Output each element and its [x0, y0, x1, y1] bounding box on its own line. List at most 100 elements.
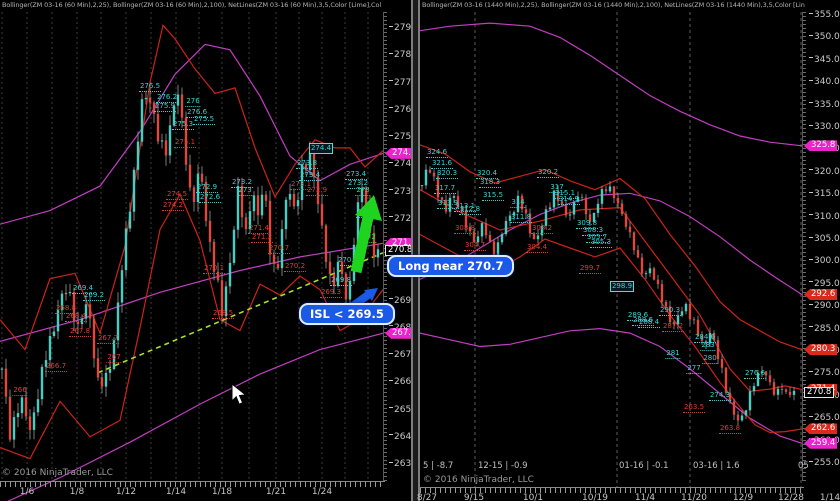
chart-panel-60min[interactable]: Bollinger(ZM 03-16 (60 Min),2,25), Bolli…: [0, 0, 420, 501]
swing-price-label: 309.8: [575, 219, 599, 229]
chart-panel-1440min[interactable]: Bollinger(ZM 03-16 (1440 Min),2,25), Bol…: [417, 0, 840, 501]
contract-roll-marker: 12-15 | -0.9: [478, 461, 528, 471]
chart-title-60min: Bollinger(ZM 03-16 (60 Min),2,25), Bolli…: [2, 1, 382, 9]
swing-price-label: 269.8: [329, 276, 353, 286]
x-axis-date-label: 10/19: [582, 493, 608, 501]
contract-roll-marker: 01-16 | -0.1: [619, 461, 669, 471]
swing-price-label: 313.1: [453, 202, 477, 212]
y-axis-tick-label: 315.0: [809, 189, 840, 199]
swing-price-label: 271.2: [250, 233, 274, 243]
x-axis-date-label: 1/14: [819, 493, 840, 501]
swing-price-label: 272.6: [198, 193, 222, 203]
y-axis-tick-label: 272.0: [389, 214, 420, 224]
indicator-price-tag: 262.6: [804, 423, 838, 435]
swing-price-label: 272.8: [355, 208, 379, 218]
x-axis-date-label: 10/1: [522, 493, 544, 501]
x-axis-date-label: 1/6: [19, 487, 35, 497]
y-axis-tick-label: 330.0: [809, 122, 840, 132]
swing-price-label: 268.4: [64, 312, 88, 322]
y-axis-tick-label: 265.0: [809, 413, 840, 423]
swing-price-label: 271.4: [247, 224, 271, 234]
swing-price-label: 321.6: [430, 159, 454, 169]
x-axis-date-label: 1/14: [165, 487, 187, 497]
price-axis-60min[interactable]: 279.0 278.0 277.0 276.0 275.0 274.0 273.0 272.0…: [383, 0, 420, 501]
x-axis-date-label: 1/12: [115, 487, 137, 497]
x-axis-minor-ticks: [420, 488, 804, 493]
swing-price-label: 273.4: [298, 171, 322, 181]
swing-price-label: 267.8: [68, 327, 92, 337]
swing-price-label: 308.8: [453, 224, 477, 234]
y-axis-tick-label: 277.0: [389, 78, 420, 88]
y-axis-tick-label: 285.0: [809, 324, 840, 334]
y-axis-tick-label: 310.0: [809, 212, 840, 222]
price-plot-area-60min[interactable]: [0, 0, 412, 501]
x-axis-date-label: 1/21: [265, 487, 287, 497]
contract-roll-marker: 03-16 | 1.6: [693, 461, 740, 471]
swing-price-label: 267.7: [96, 334, 120, 344]
panel-splitter[interactable]: [411, 0, 420, 501]
swing-price-label: 273.4: [344, 170, 368, 180]
long-entry-note[interactable]: Long near 270.7: [387, 255, 515, 277]
swing-price-label: 288.6: [631, 316, 655, 326]
indicator-price-tag: 280.3: [804, 344, 838, 356]
swing-price-label: 273: [355, 186, 371, 196]
swing-price-label: 280: [702, 354, 718, 364]
swing-price-label: 276: [185, 97, 201, 107]
x-axis-date-label: 1/24: [311, 487, 333, 497]
swing-price-label: 314: [510, 198, 526, 208]
swing-price-label: 289.6: [626, 311, 650, 321]
swing-price-label: 299.7: [578, 264, 602, 274]
y-axis-tick-label: 266.0: [389, 377, 420, 387]
swing-price-label: 276.5: [138, 82, 162, 92]
x-axis-date-label: 12/9: [732, 493, 754, 501]
swing-price-label: 290.3: [658, 306, 682, 316]
swing-price-label: 270.3: [336, 256, 360, 266]
swing-price-label: 274.2: [161, 201, 185, 211]
swing-price-label: 269.2: [82, 291, 106, 301]
last-price-tag: 270.8: [804, 386, 835, 398]
y-axis-tick-label: 300.0: [809, 256, 840, 266]
swing-price-label: 274.5: [165, 190, 189, 200]
y-axis-tick-label: 269.0: [389, 296, 420, 306]
swing-price-label: 275.3: [171, 120, 195, 130]
swing-price-label: 317.7: [433, 184, 457, 194]
indicator-price-tag: 259.4: [804, 437, 838, 449]
swing-price-label: 276.6: [743, 369, 767, 379]
swing-price-label: 283: [700, 341, 716, 351]
swing-price-label: 318.3: [478, 178, 502, 188]
y-axis-tick-label: 274.0: [389, 159, 420, 169]
swing-price-label: 276.2: [155, 93, 179, 103]
swing-price-label: 308.3: [581, 226, 605, 236]
swing-price-label: 298.9: [609, 281, 635, 292]
initial-stop-loss-note[interactable]: ISL < 269.5: [299, 303, 395, 325]
swing-price-label: 273: [237, 186, 253, 196]
swing-price-label: 275.5: [192, 115, 216, 125]
price-axis-line: [383, 12, 384, 481]
y-axis-tick-label: 345.0: [809, 55, 840, 65]
swing-price-label: 313.9: [436, 199, 460, 209]
x-axis-date-label: 9/15: [463, 493, 485, 501]
swing-price-label: 304.7: [463, 241, 487, 251]
swing-price-label: 320.3: [435, 169, 459, 179]
swing-price-label: 317: [549, 183, 565, 193]
price-axis-line: [802, 12, 803, 481]
y-axis-tick-label: 275.0: [809, 368, 840, 378]
swing-price-label: 305.3: [589, 238, 613, 248]
y-axis-tick-label: 276.0: [389, 105, 420, 115]
y-axis-tick-label: 264.0: [389, 432, 420, 442]
swing-price-label: 276.6: [185, 108, 209, 118]
y-axis-tick-label: 275.0: [389, 132, 420, 142]
price-axis-1440min[interactable]: 355.0350.0345.0340.0335.0330.0325.0320.0…: [802, 0, 840, 501]
swing-price-label: 314.9: [557, 195, 581, 205]
swing-price-label: 267: [106, 353, 122, 363]
y-axis-tick-label: 267.0: [389, 350, 420, 360]
swing-price-label: 272.9: [305, 186, 329, 196]
swing-price-label: 277: [686, 364, 702, 374]
swing-price-label: 288.4: [637, 318, 661, 328]
y-axis-tick-label: 290.0: [809, 301, 840, 311]
contract-roll-marker: 5 | -8.7: [423, 461, 454, 471]
swing-price-label: 275.9: [153, 102, 177, 112]
x-axis-line: [0, 481, 385, 482]
swing-price-label: 266.7: [44, 362, 68, 372]
